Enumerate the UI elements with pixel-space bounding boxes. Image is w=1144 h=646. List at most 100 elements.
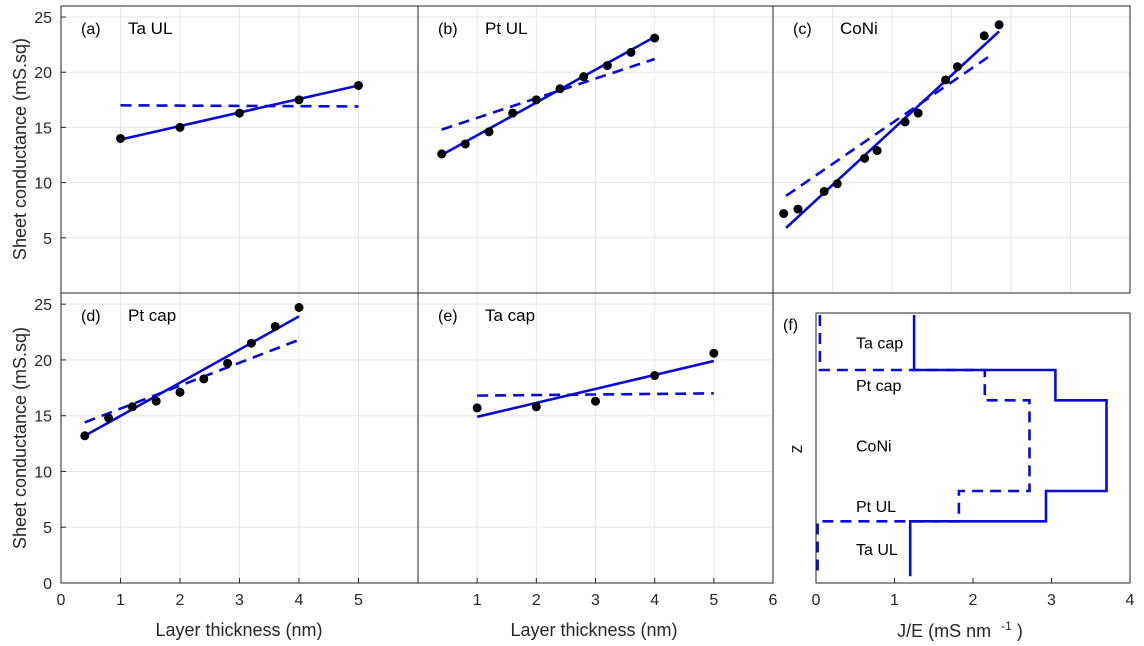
data-point-c (872, 146, 882, 156)
panel-title-d: Pt cap (128, 306, 176, 325)
x-tick-label-f: 1 (890, 592, 899, 609)
x-axis-label-left: Layer thickness (nm) (155, 620, 322, 640)
x-tick-label-e: 5 (709, 592, 718, 609)
panel-b: (b) Pt UL (437, 19, 660, 159)
data-point-b (602, 61, 612, 71)
y-tick-label-d: 25 (34, 297, 52, 314)
data-point-d (151, 396, 161, 406)
x-tick-label-d: 0 (57, 592, 66, 609)
y-tick-label-a: 25 (34, 10, 52, 27)
layer-label-f-3: Pt UL (856, 499, 896, 516)
dashed-profile-f (816, 315, 1031, 577)
layer-label-f-4: Ta UL (856, 542, 898, 559)
plot-layer: (a) Ta UL (b) Pt UL (c) CoNi (d) Pt cap (e) Ta ca… (80, 19, 1108, 577)
y-axis-label-top: Sheet conductance (mS.sq) (10, 38, 30, 260)
data-point-b (484, 127, 494, 137)
panel-c: (c) CoNi (779, 19, 1004, 229)
data-point-a (235, 108, 244, 118)
data-point-c (832, 179, 842, 189)
x-tick-label-d: 2 (176, 592, 185, 609)
x-axis-label-right-main: J/E (mS nm (897, 621, 991, 641)
x-tick-label-d: 4 (295, 592, 304, 609)
y-tick-label-d: 0 (43, 576, 52, 593)
panel-label-e: (e) (438, 308, 458, 325)
y-tick-label-d: 5 (43, 520, 52, 537)
panel-a: (a) Ta UL (81, 19, 363, 143)
data-point-e (591, 396, 600, 406)
data-point-a (116, 133, 125, 143)
data-point-c (900, 117, 910, 127)
y-tick-label-a: 5 (43, 231, 52, 248)
data-point-c (913, 108, 923, 118)
data-point-a (354, 80, 363, 90)
y-tick-label-d: 15 (34, 409, 52, 426)
z-axis-label: z (786, 445, 806, 454)
data-point-c (941, 75, 951, 85)
y-tick-label-a: 15 (34, 120, 52, 137)
panel-label-c: (c) (793, 21, 812, 38)
data-point-d (294, 303, 304, 312)
data-point-b (650, 33, 660, 43)
data-point-d (199, 374, 209, 384)
dashed-fit-line-c (785, 54, 991, 197)
grid-a (61, 6, 418, 293)
data-point-b (531, 95, 541, 105)
y-axis-label-bottom: Sheet conductance (mS.sq) (10, 327, 30, 549)
x-tick-label-f: 3 (1047, 592, 1056, 609)
data-point-c (860, 153, 870, 163)
dashed-fit-line-a (120, 104, 359, 108)
x-tick-label-e: 4 (650, 592, 659, 609)
layer-label-f-0: Ta cap (856, 336, 903, 353)
x-axis-label-middle: Layer thickness (nm) (510, 620, 677, 640)
dashed-fit-line-e (477, 392, 714, 397)
dashed-fit-line-d (84, 338, 300, 424)
data-point-b (555, 84, 565, 94)
data-point-c (819, 186, 829, 196)
data-point-e (650, 371, 660, 381)
x-axis-label-right-sup: -1 (1001, 619, 1012, 633)
panel-title-a: Ta UL (128, 19, 172, 38)
data-point-d (246, 338, 256, 348)
data-point-c (952, 62, 962, 72)
layer-label-f-2: CoNi (856, 439, 892, 456)
y-tick-label-a: 10 (34, 176, 52, 193)
panel-e: (e) Ta cap (438, 306, 719, 419)
data-point-e (709, 348, 719, 358)
x-tick-label-f: 2 (969, 592, 978, 609)
panel-title-e: Ta cap (485, 306, 535, 325)
x-axis-label-right-close: ) (1017, 621, 1023, 641)
dashed-fit-line-b (441, 57, 656, 131)
data-point-a (294, 95, 304, 105)
data-point-c (979, 31, 989, 41)
data-point-d (270, 321, 280, 331)
data-point-d (80, 431, 90, 441)
data-point-d (223, 358, 233, 368)
data-point-b (579, 72, 589, 82)
data-point-b (508, 108, 518, 118)
data-point-d (104, 413, 114, 423)
grid-b (418, 6, 773, 293)
data-point-d (127, 402, 137, 412)
data-point-b (626, 47, 636, 57)
tick-layer: 5 10 15 20 25 0 5 10 15 20 25 0 1 2 3 4 5 1 2 3 4 5 6 0 1 2 3 4 (34, 10, 1134, 609)
grid-c (773, 6, 1130, 293)
y-tick-label-a: 20 (34, 65, 52, 82)
data-point-c (793, 204, 803, 214)
panel-title-c: CoNi (840, 19, 878, 38)
x-tick-label-d: 1 (116, 592, 125, 609)
axes-frame-c (772, 5, 1131, 294)
layer-label-f-1: Pt cap (856, 378, 901, 395)
panel-label-d: (d) (81, 308, 101, 325)
panel-d: (d) Pt cap (80, 303, 304, 441)
y-tick-label-d: 20 (34, 353, 52, 370)
x-tick-label-d: 5 (354, 592, 363, 609)
grid-e (418, 293, 773, 583)
x-tick-label-e: 1 (473, 592, 482, 609)
solid-fit-line-d (84, 315, 300, 437)
solid-fit-line-b (441, 35, 656, 157)
data-point-c (779, 209, 789, 219)
panel-label-f: (f) (783, 317, 798, 334)
y-tick-label-d: 10 (34, 464, 52, 481)
x-tick-label-f: 4 (1126, 592, 1135, 609)
